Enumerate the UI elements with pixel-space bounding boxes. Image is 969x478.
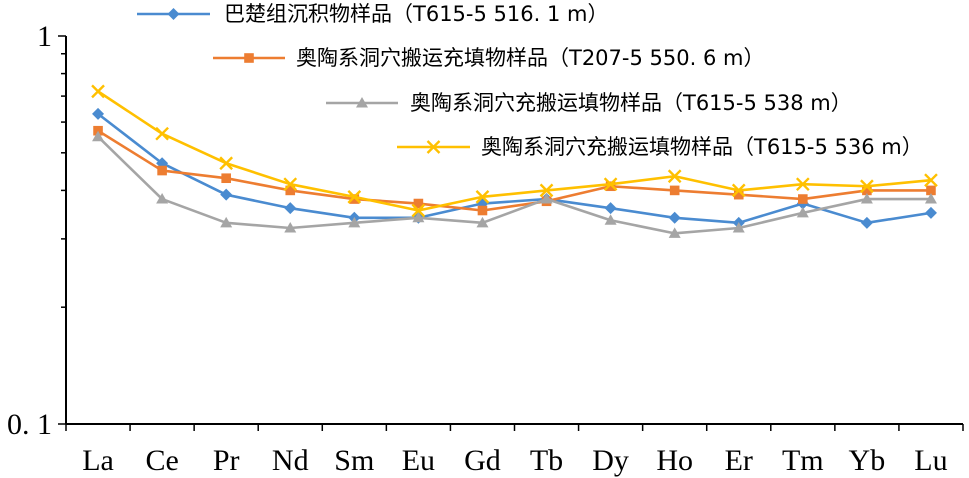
series-line (97, 90, 932, 212)
data-point (283, 177, 298, 192)
data-point (155, 126, 169, 141)
legend-item: 巴楚组沉积物样品（T615-5 516. 1 m） (137, 2, 608, 26)
data-point (862, 185, 872, 196)
x-tick-label: Gd (464, 444, 501, 477)
data-point (284, 222, 297, 233)
data-point (603, 177, 618, 192)
x-ticks: La Ce Pr Nd Sm Eu Gd Tb Dy Ho Er Tm Yb Lu (65, 424, 964, 477)
data-point (731, 183, 746, 198)
x-tick-label: Dy (592, 444, 629, 477)
data-point (347, 189, 362, 204)
series-3 (92, 130, 937, 238)
data-point (795, 177, 810, 192)
series-line (97, 112, 932, 225)
data-point (412, 211, 425, 223)
data-point (860, 216, 873, 229)
data-point (924, 206, 937, 219)
data-point (92, 107, 105, 120)
legend-label: 巴楚组沉积物样品（T615-5 516. 1 m） (224, 2, 608, 26)
data-point (477, 205, 488, 216)
data-point (284, 202, 297, 215)
data-point (93, 125, 103, 136)
x-tick-label: Ce (145, 444, 178, 477)
x-tick-label: Tm (782, 444, 824, 477)
data-point (926, 185, 936, 196)
data-point (244, 53, 254, 63)
y-tick-label: 0. 1 (7, 408, 52, 441)
x-tick-label: Ho (656, 444, 693, 477)
x-tick-label: Lu (914, 444, 947, 477)
legend-label: 奥陶系洞穴充搬运填物样品（T615-5 538 m） (410, 91, 852, 115)
data-point (668, 211, 681, 224)
data-point (349, 194, 360, 204)
legend-item: 奥陶系洞穴充搬运填物样品（T615-5 538 m） (326, 91, 852, 115)
series-line (97, 129, 931, 212)
x-tick-label: Tb (530, 444, 563, 477)
data-point (356, 97, 368, 108)
data-point (426, 140, 441, 154)
x-tick-label: Yb (849, 444, 886, 477)
data-point (476, 216, 489, 228)
data-point (220, 216, 233, 228)
legend-label: 奥陶系洞穴充搬运填物样品（T615-5 536 m） (481, 135, 923, 159)
x-tick-label: Er (725, 444, 753, 477)
legend-item: 奥陶系洞穴搬运充填物样品（T207-5 550. 6 m） (213, 46, 764, 70)
data-point (667, 169, 682, 184)
data-point (157, 165, 167, 176)
data-point (668, 227, 681, 238)
legend: 巴楚组沉积物样品（T615-5 516. 1 m） 奥陶系洞穴搬运充填物样品（T2… (137, 2, 923, 159)
data-point (475, 189, 490, 204)
data-point (413, 198, 424, 209)
series-line (97, 135, 931, 235)
series-2 (93, 125, 936, 216)
y-ticks: 1 0. 1 (7, 20, 66, 441)
x-tick-label: Pr (213, 444, 240, 477)
data-point (540, 193, 553, 204)
data-point (860, 193, 873, 204)
legend-item: 奥陶系洞穴充搬运填物样品（T615-5 536 m） (397, 135, 923, 159)
data-point (732, 222, 745, 233)
data-point (156, 193, 169, 204)
x-tick-label: Sm (334, 444, 374, 477)
x-tick-label: Eu (402, 444, 435, 477)
data-point (285, 185, 296, 196)
data-point (604, 202, 617, 215)
data-point (539, 183, 554, 198)
data-point (860, 179, 874, 194)
x-tick-label: La (82, 444, 114, 477)
data-point (348, 216, 361, 228)
data-point (91, 84, 105, 99)
data-point (92, 130, 105, 142)
data-point (605, 181, 616, 192)
data-point (411, 203, 426, 218)
data-point (924, 173, 938, 188)
data-point (604, 214, 617, 225)
y-tick-label: 1 (37, 20, 52, 53)
x-tick-label: Nd (272, 444, 309, 477)
legend-label: 奥陶系洞穴搬运充填物样品（T207-5 550. 6 m） (296, 46, 764, 70)
data-point (219, 156, 234, 171)
series-4 (91, 84, 938, 218)
data-point (796, 206, 809, 218)
data-point (669, 185, 680, 196)
series-layer (91, 84, 938, 238)
data-point (221, 173, 231, 184)
data-point (798, 194, 808, 204)
data-point (220, 188, 233, 201)
data-point (167, 8, 180, 20)
data-point (924, 193, 937, 204)
data-point (733, 189, 744, 200)
